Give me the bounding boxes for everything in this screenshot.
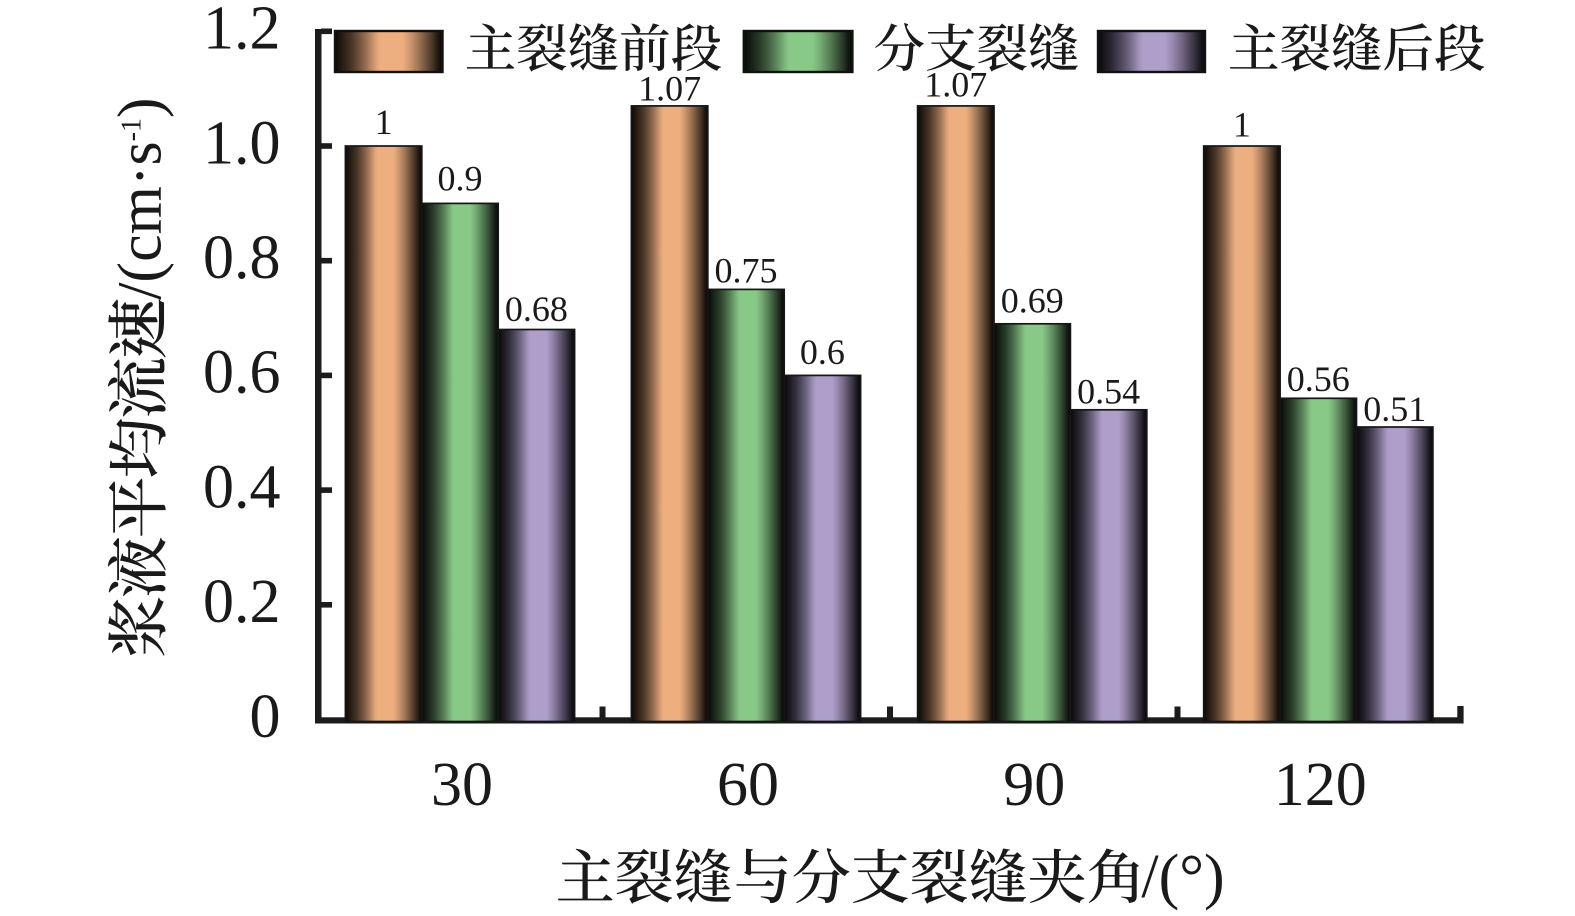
svg-text:0.6: 0.6 — [203, 339, 281, 407]
svg-text:1.0: 1.0 — [203, 109, 281, 177]
svg-text:30: 30 — [431, 751, 493, 819]
svg-text:1.07: 1.07 — [924, 64, 987, 104]
svg-text:0.54: 0.54 — [1077, 371, 1140, 411]
svg-text:0.8: 0.8 — [203, 224, 281, 292]
svg-text:0.9: 0.9 — [438, 158, 483, 198]
svg-text:0.4: 0.4 — [203, 453, 281, 521]
svg-text:90: 90 — [1003, 751, 1065, 819]
svg-text:0.2: 0.2 — [203, 568, 281, 636]
svg-text:0: 0 — [250, 683, 281, 751]
svg-text:0.51: 0.51 — [1363, 389, 1426, 429]
svg-text:/(°): /(°) — [1141, 843, 1224, 911]
svg-text:60: 60 — [717, 751, 779, 819]
svg-text:0.68: 0.68 — [505, 289, 568, 329]
svg-text:0.6: 0.6 — [800, 332, 845, 372]
svg-text:1: 1 — [1233, 105, 1251, 145]
svg-text:120: 120 — [1274, 751, 1367, 819]
svg-text:1.07: 1.07 — [638, 68, 701, 108]
svg-text:0.69: 0.69 — [1001, 280, 1064, 320]
svg-text:0.75: 0.75 — [715, 250, 778, 290]
svg-text:1.2: 1.2 — [203, 0, 281, 63]
svg-text:0.56: 0.56 — [1287, 359, 1350, 399]
svg-text:1: 1 — [375, 102, 393, 142]
